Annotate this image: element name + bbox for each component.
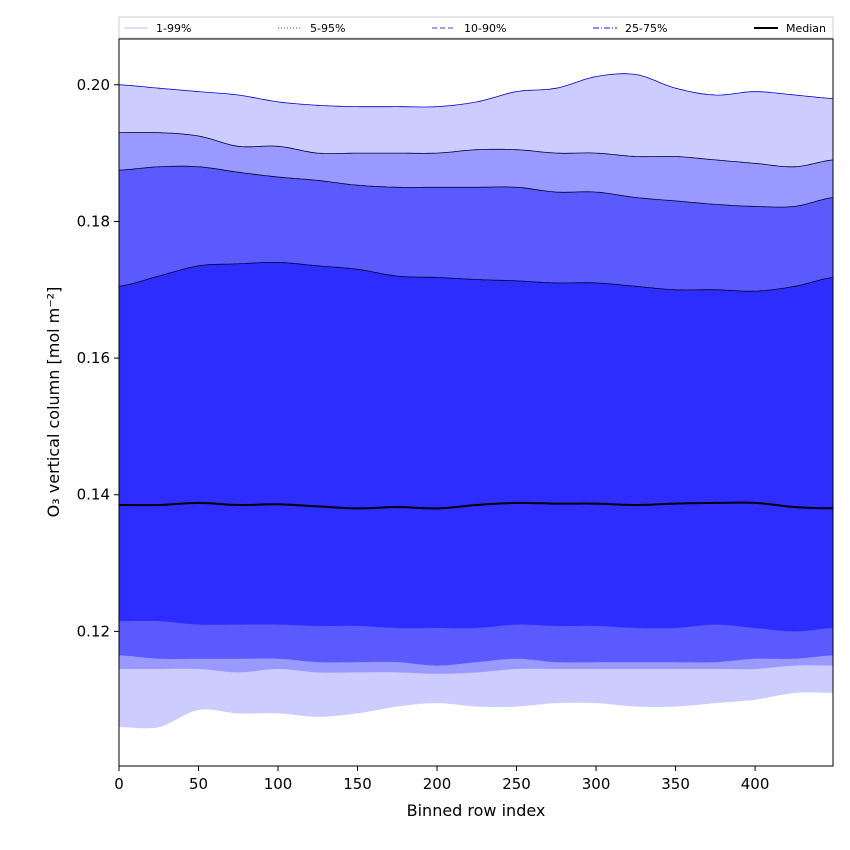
x-tick-label: 200 <box>423 775 452 793</box>
y-tick-label: 0.16 <box>77 349 110 367</box>
band-10-90-upper-edge <box>118 165 834 208</box>
y-tick-label: 0.14 <box>77 486 110 504</box>
band-edges <box>118 73 834 292</box>
x-tick-label: 250 <box>502 775 531 793</box>
legend-label: 10-90% <box>464 22 506 35</box>
legend-label: Median <box>786 22 826 35</box>
y-tick-label: 0.18 <box>77 212 110 230</box>
y-axis: 0.12 0.14 0.16 0.18 0.20 <box>77 76 119 640</box>
band-1-99-upper-edge <box>118 73 834 108</box>
band-5-95-upper-edge <box>119 131 834 168</box>
x-tick-label: 150 <box>343 775 372 793</box>
band-25-75-area <box>119 262 833 632</box>
plot-frame <box>118 38 834 767</box>
legend-label: 1-99% <box>156 22 191 35</box>
median-line <box>119 501 834 510</box>
x-axis-label: Binned row index <box>407 801 546 820</box>
x-tick-label: 50 <box>189 775 208 793</box>
percentile-bands <box>119 73 833 729</box>
legend-label: 25-75% <box>625 22 667 35</box>
legend-frame <box>118 16 834 39</box>
x-tick-label: 300 <box>582 775 611 793</box>
y-axis-label: O₃ vertical column [mol m⁻²] <box>44 287 63 518</box>
x-tick-label: 0 <box>114 775 124 793</box>
x-tick-label: 400 <box>741 775 770 793</box>
y-tick-label: 0.20 <box>77 76 110 94</box>
x-tick-label: 100 <box>264 775 293 793</box>
band-25-75-upper-edge <box>118 261 834 292</box>
y-tick-label: 0.12 <box>77 622 110 640</box>
x-tick-label: 350 <box>661 775 690 793</box>
legend-label: 5-95% <box>310 22 345 35</box>
median-layer <box>119 501 834 510</box>
legend: 1-99% 5-95% 10-90% 25-75% Median <box>118 16 834 39</box>
x-axis: 0 50 100 150 200 250 300 350 400 <box>114 766 769 793</box>
